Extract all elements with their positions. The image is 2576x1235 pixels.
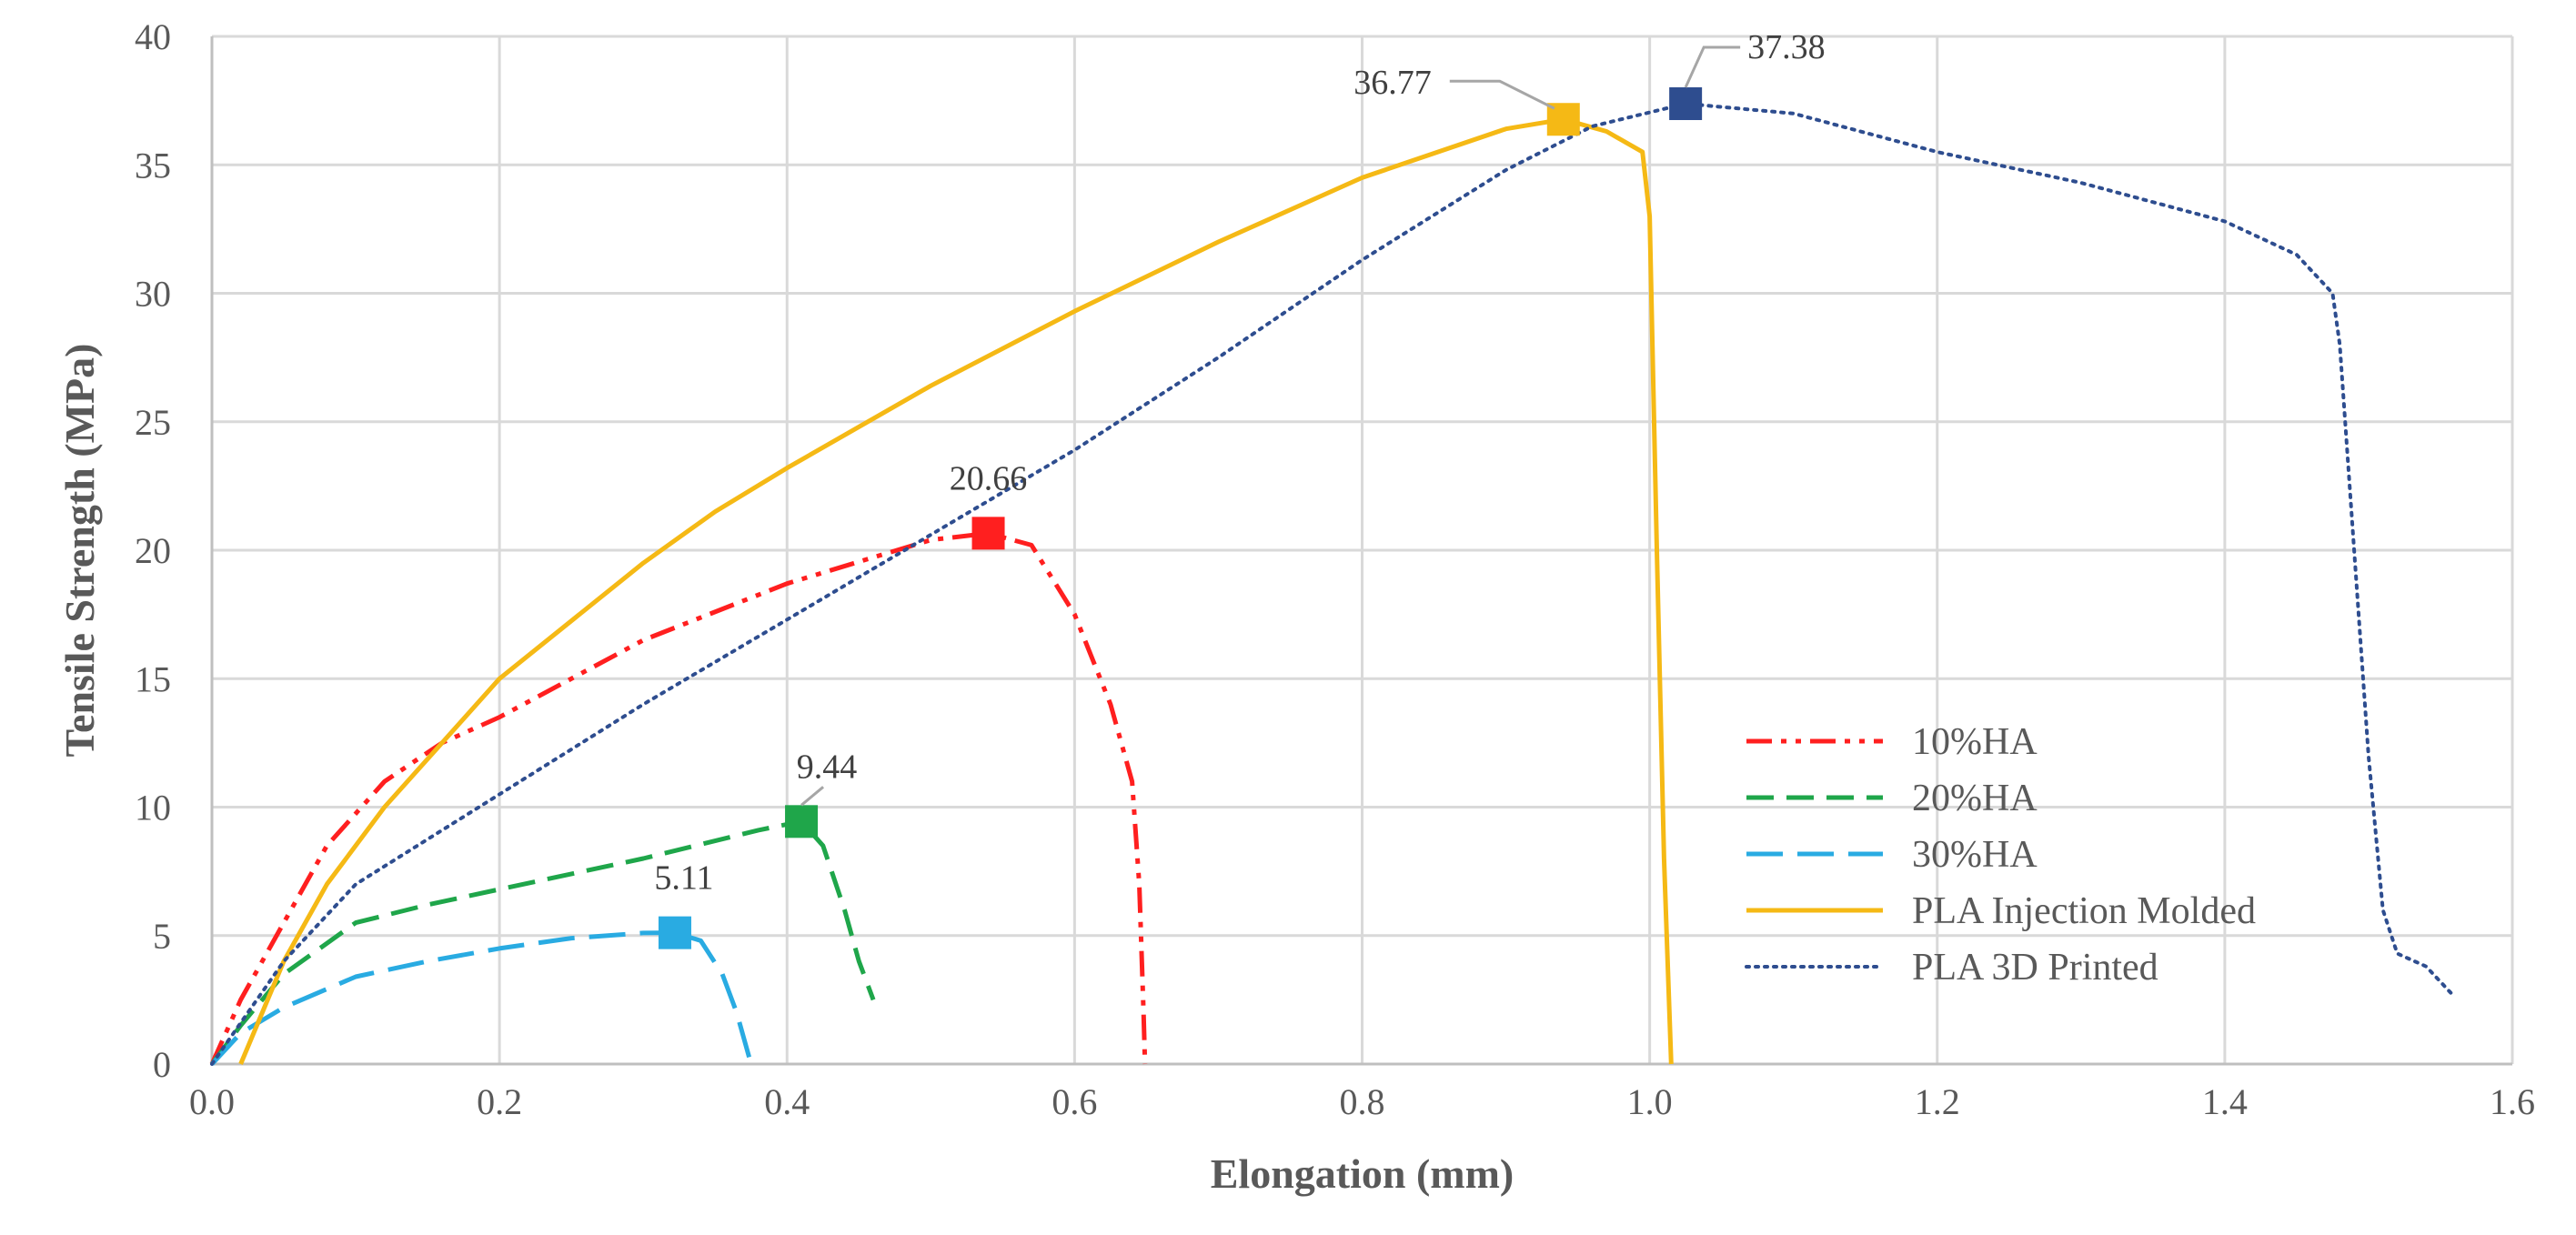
series-line-20pctha: [209, 818, 876, 1066]
series-line-pla-injection-molded: [238, 116, 1674, 1065]
y-axis-title: Tensile Strength (MPa): [56, 344, 103, 758]
legend: 10%HA 20%HA 30%HA PLA Injection Molded PLA 3…: [1745, 721, 2256, 989]
x-tick-label: 0.4: [764, 1081, 810, 1122]
x-tick-label: 0.2: [477, 1081, 522, 1122]
x-tick-label: 1.6: [2490, 1081, 2535, 1122]
peak-marker-pla-3d-printed: [1669, 87, 1703, 121]
x-tick-labels: 0.0 0.2 0.4 0.6 0.8 1.0 1.2 1.4 1.6: [189, 1081, 2535, 1122]
series-line-10pctha: [209, 530, 1148, 1066]
y-tick-label: 35: [135, 145, 171, 186]
y-tick-label: 10: [135, 788, 171, 828]
x-tick-label: 0.8: [1340, 1081, 1385, 1122]
legend-label-10pctha: 10%HA: [1912, 721, 2038, 763]
data-label-pla-injection-molded: 36.77: [1353, 64, 1432, 102]
peak-callouts: 20.66 9.44 5.11 36.77 37.38: [654, 28, 1825, 898]
legend-label-pla-3d-printed: PLA 3D Printed: [1912, 947, 2158, 989]
series-line-pla-3d-printed: [210, 102, 2457, 1066]
y-tick-label: 25: [135, 402, 171, 443]
data-label-10pctha: 20.66: [950, 459, 1028, 497]
data-label-20pctha: 9.44: [797, 748, 858, 786]
data-label-pla-3d-printed: 37.38: [1747, 28, 1826, 66]
x-tick-label: 1.0: [1627, 1081, 1673, 1122]
peak-marker-30pctha: [658, 916, 691, 949]
x-tick-label: 0.0: [189, 1081, 235, 1122]
y-tick-label: 30: [135, 274, 171, 315]
series-line-30pctha: [210, 930, 754, 1066]
leader-line: [1449, 79, 1555, 110]
y-tick-label: 20: [135, 530, 171, 571]
plot-frame: [210, 36, 2512, 1066]
x-tick-label: 0.6: [1052, 1081, 1097, 1122]
peak-markers: [658, 87, 1703, 949]
legend-label-pla-injection-molded: PLA Injection Molded: [1912, 890, 2256, 932]
y-tick-label: 5: [153, 916, 171, 957]
leader-line: [1684, 45, 1741, 88]
peak-marker-20pctha: [785, 805, 819, 838]
legend-label-30pctha: 30%HA: [1912, 834, 2038, 876]
y-tick-label: 0: [153, 1044, 171, 1085]
data-label-30pctha: 5.11: [654, 859, 713, 898]
x-tick-label: 1.2: [1915, 1081, 1960, 1122]
y-tick-labels: 0 5 10 15 20 25 30 35 40: [135, 16, 171, 1085]
y-tick-label: 15: [135, 658, 171, 699]
x-axis-title: Elongation (mm): [1211, 1150, 1514, 1197]
leader-line: [800, 786, 825, 807]
y-tick-label: 40: [135, 16, 171, 57]
x-tick-label: 1.4: [2202, 1081, 2248, 1122]
peak-marker-10pctha: [971, 517, 1005, 550]
series-lines: [209, 102, 2457, 1066]
legend-label-20pctha: 20%HA: [1912, 778, 2038, 819]
